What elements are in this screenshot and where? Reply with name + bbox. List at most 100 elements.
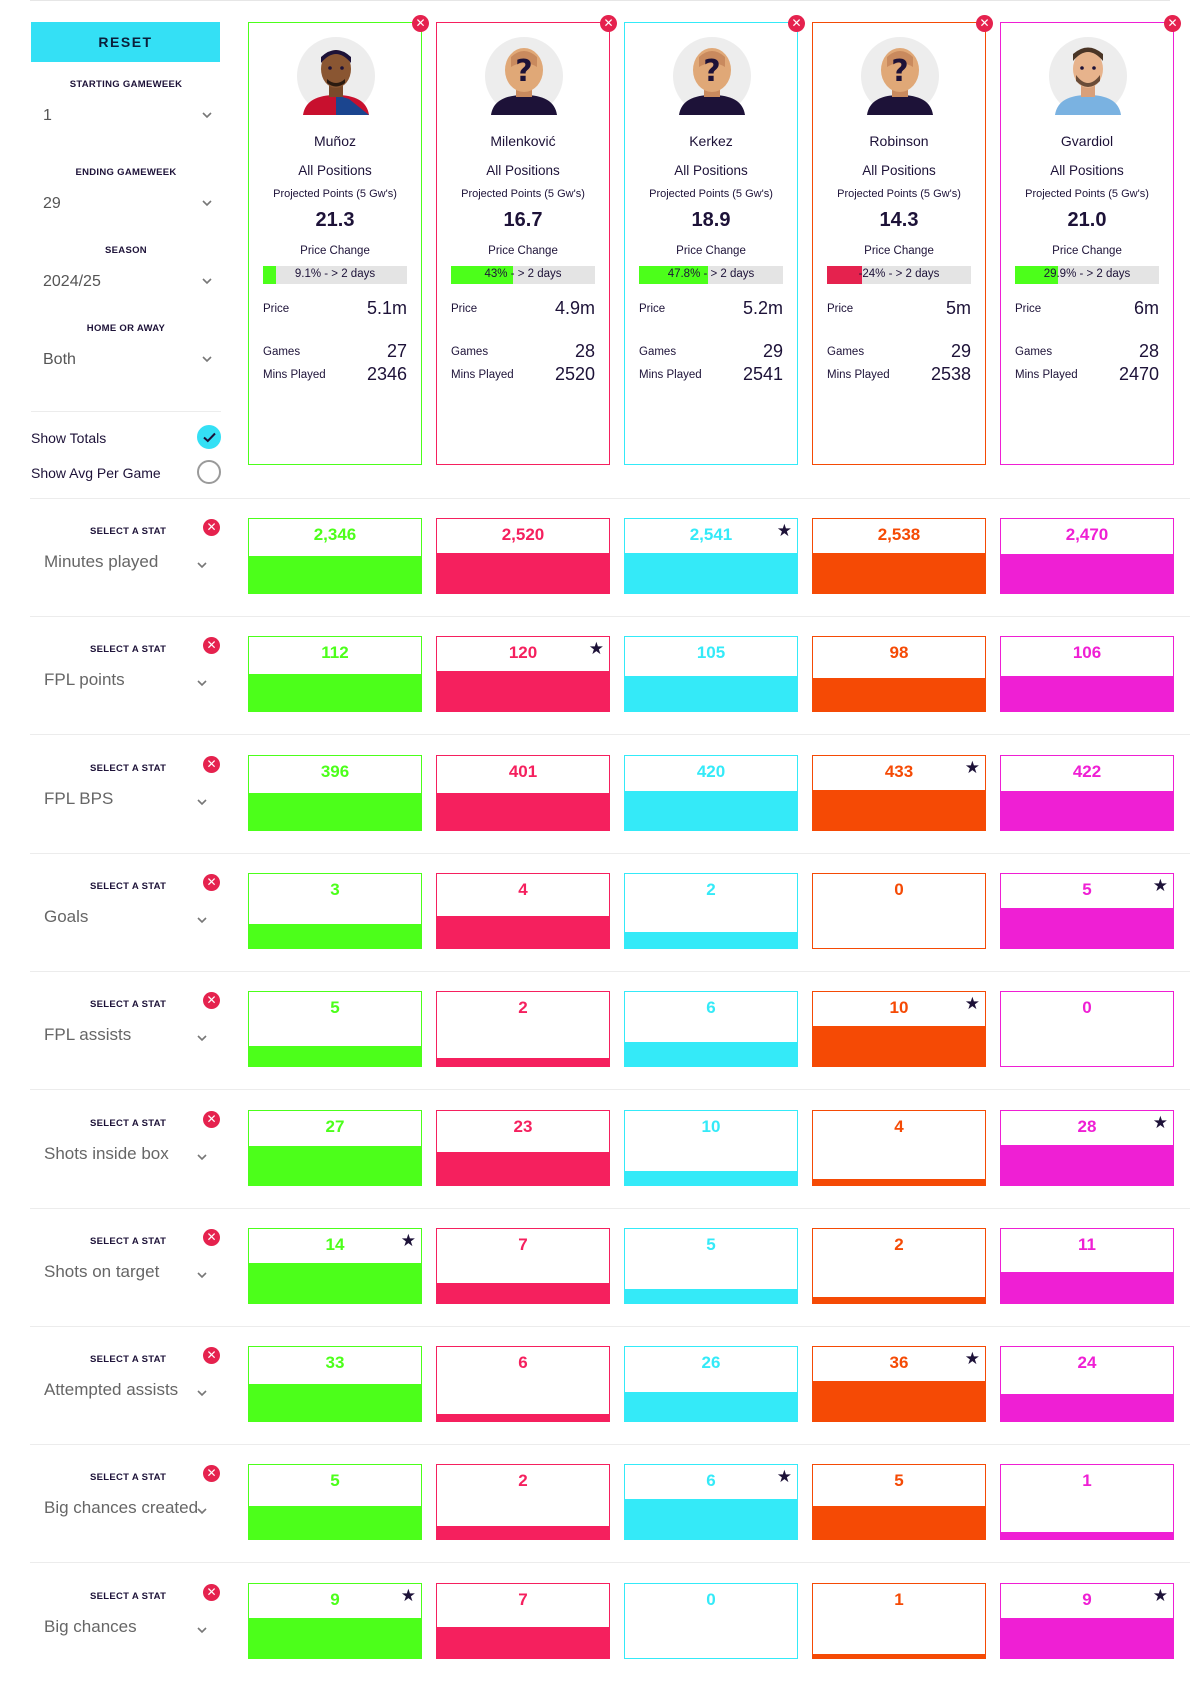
remove-player-icon[interactable]: ✕ bbox=[976, 15, 993, 32]
mins-value: 2346 bbox=[366, 364, 407, 384]
svg-text:?: ? bbox=[703, 54, 720, 89]
stat-bar bbox=[813, 1179, 985, 1185]
stat-cell: 2 bbox=[624, 873, 798, 949]
stat-row: SELECT A STAT ✕ Big chances created 5 2 6 ★ 5 1 bbox=[0, 1454, 1200, 1574]
remove-stat-icon[interactable]: ✕ bbox=[203, 1465, 220, 1482]
stat-bar bbox=[625, 932, 797, 948]
show-avg-option[interactable]: Show Avg Per Game bbox=[31, 460, 221, 486]
show-totals-label: Show Totals bbox=[31, 430, 107, 446]
remove-player-icon[interactable]: ✕ bbox=[600, 15, 617, 32]
stat-value: 9 bbox=[1082, 1590, 1092, 1609]
row-divider bbox=[30, 853, 1190, 854]
stat-select[interactable]: Big chances created bbox=[44, 1498, 199, 1517]
price-change-label: Price Change bbox=[300, 245, 370, 257]
stat-select[interactable]: Goals bbox=[44, 907, 89, 926]
remove-stat-icon[interactable]: ✕ bbox=[203, 637, 220, 654]
star-icon: ★ bbox=[400, 1586, 416, 1605]
chevron-down-icon[interactable] bbox=[196, 1150, 208, 1162]
remove-player-icon[interactable]: ✕ bbox=[412, 15, 429, 32]
reset-button[interactable]: RESET bbox=[31, 22, 220, 62]
stat-select[interactable]: FPL assists bbox=[44, 1025, 132, 1044]
remove-stat-icon[interactable]: ✕ bbox=[203, 519, 220, 536]
show-avg-radio[interactable] bbox=[197, 460, 221, 484]
stat-value: 7 bbox=[518, 1235, 528, 1254]
row-divider bbox=[30, 1208, 1190, 1209]
stat-select[interactable]: FPL BPS bbox=[44, 789, 114, 808]
stat-select[interactable]: Shots on target bbox=[44, 1262, 160, 1281]
remove-stat-icon[interactable]: ✕ bbox=[203, 1229, 220, 1246]
stat-value: 10 bbox=[889, 998, 909, 1017]
season-select[interactable]: 2024/25 bbox=[43, 271, 213, 295]
ending-gameweek-select[interactable]: 29 bbox=[43, 193, 213, 217]
remove-stat-icon[interactable]: ✕ bbox=[203, 756, 220, 773]
stat-select[interactable]: Minutes played bbox=[44, 552, 159, 571]
chevron-down-icon[interactable] bbox=[196, 676, 208, 688]
stat-select[interactable]: FPL points bbox=[44, 670, 125, 689]
season-filter: SEASON 2024/25 bbox=[31, 245, 221, 290]
stat-cell: 9 ★ bbox=[1000, 1583, 1174, 1659]
player-card: ✕ Muñoz All Positions Projected Points (5 G… bbox=[248, 15, 429, 465]
remove-player-icon[interactable]: ✕ bbox=[788, 15, 805, 32]
stat-bar bbox=[1001, 554, 1173, 593]
stat-bar bbox=[437, 793, 609, 830]
price-change-fill bbox=[1015, 266, 1059, 284]
top-divider bbox=[30, 0, 1170, 1]
stat-value: 2,470 bbox=[1065, 525, 1109, 544]
remove-stat-icon[interactable]: ✕ bbox=[203, 992, 220, 1009]
stat-value: 27 bbox=[325, 1117, 345, 1136]
stat-bar bbox=[437, 671, 609, 711]
stat-value: 2,520 bbox=[501, 525, 545, 544]
stat-cell: 7 bbox=[436, 1583, 610, 1659]
svg-text:?: ? bbox=[891, 54, 908, 89]
stat-value: 5 bbox=[894, 1471, 904, 1490]
stat-select[interactable]: Shots inside box bbox=[44, 1144, 169, 1163]
chevron-down-icon[interactable] bbox=[196, 1623, 208, 1635]
stat-value: 1 bbox=[1082, 1471, 1092, 1490]
starting-gameweek-select[interactable]: 1 bbox=[43, 105, 213, 129]
chevron-down-icon[interactable] bbox=[196, 913, 208, 925]
stat-bar bbox=[1001, 1394, 1173, 1421]
show-avg-label: Show Avg Per Game bbox=[31, 465, 161, 481]
remove-player-icon[interactable]: ✕ bbox=[1164, 15, 1181, 32]
stat-value: 2,538 bbox=[877, 525, 921, 544]
stat-value: 6 bbox=[518, 1353, 528, 1372]
stat-bar bbox=[1001, 908, 1173, 948]
chevron-down-icon[interactable] bbox=[196, 1031, 208, 1043]
chevron-down-icon[interactable] bbox=[196, 1386, 208, 1398]
stat-bar bbox=[1001, 1145, 1173, 1185]
stat-cell: 2,470 bbox=[1000, 518, 1174, 594]
stat-cell: 0 bbox=[624, 1583, 798, 1659]
price-change-fill bbox=[639, 266, 708, 284]
stat-value: 26 bbox=[701, 1353, 721, 1372]
sidebar-divider bbox=[31, 411, 221, 412]
remove-stat-icon[interactable]: ✕ bbox=[203, 1111, 220, 1128]
stat-bar bbox=[249, 1263, 421, 1303]
stat-cell: 0 bbox=[1000, 991, 1174, 1067]
stat-value: 120 bbox=[508, 643, 538, 662]
stat-value: 10 bbox=[701, 1117, 721, 1136]
chevron-down-icon[interactable] bbox=[196, 558, 208, 570]
select-stat-label: SELECT A STAT bbox=[90, 526, 167, 537]
stat-select[interactable]: Attempted assists bbox=[44, 1380, 179, 1399]
remove-stat-icon[interactable]: ✕ bbox=[203, 1347, 220, 1364]
chevron-down-icon[interactable] bbox=[196, 1268, 208, 1280]
remove-stat-icon[interactable]: ✕ bbox=[203, 874, 220, 891]
select-stat-label: SELECT A STAT bbox=[90, 1591, 167, 1602]
stat-select[interactable]: Big chances bbox=[44, 1617, 137, 1636]
player-position: All Positions bbox=[486, 163, 560, 178]
stat-bar bbox=[437, 1283, 609, 1303]
chevron-down-icon[interactable] bbox=[196, 1504, 208, 1516]
starting-gameweek-filter: STARTING GAMEWEEK 1 bbox=[31, 79, 221, 124]
chevron-down-icon[interactable] bbox=[196, 795, 208, 807]
player-avatar bbox=[1049, 37, 1127, 115]
stat-cell: 6 bbox=[624, 991, 798, 1067]
stat-cell: 4 bbox=[436, 873, 610, 949]
show-totals-option[interactable]: Show Totals bbox=[31, 425, 221, 451]
stat-bar bbox=[437, 1414, 609, 1421]
remove-stat-icon[interactable]: ✕ bbox=[203, 1584, 220, 1601]
home-away-select[interactable]: Both bbox=[43, 349, 213, 373]
stat-value: 5 bbox=[706, 1235, 716, 1254]
show-totals-radio[interactable] bbox=[197, 425, 221, 449]
stat-bar bbox=[249, 1384, 421, 1421]
stat-bar bbox=[813, 790, 985, 830]
